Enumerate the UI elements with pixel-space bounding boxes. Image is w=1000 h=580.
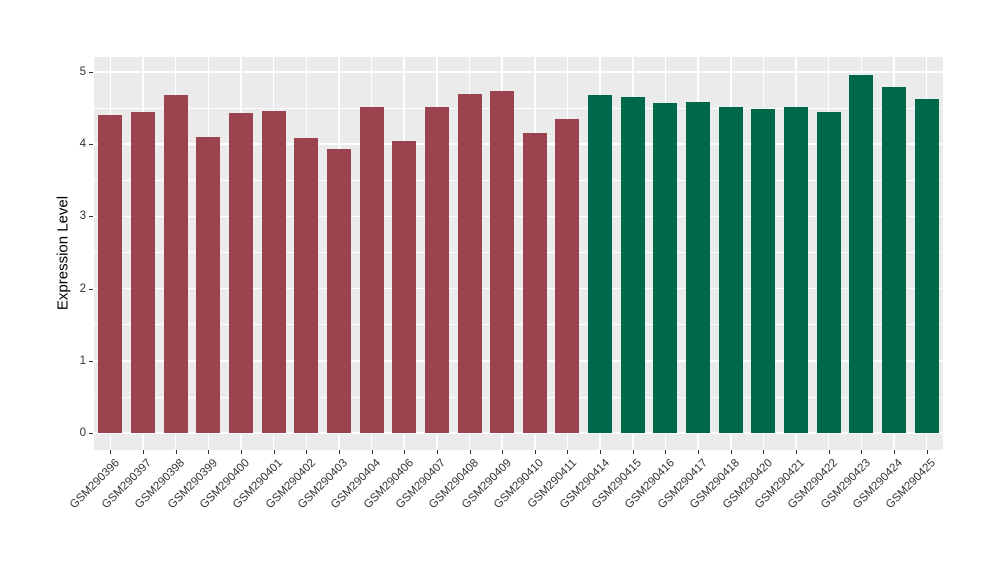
bar-GSM290421	[784, 107, 809, 433]
y-tick-mark	[89, 288, 93, 290]
bar-GSM290398	[163, 95, 188, 433]
bar-GSM290410	[522, 133, 547, 433]
bar-GSM290407	[424, 107, 449, 433]
bar-GSM290406	[392, 141, 417, 433]
y-tick-label: 0	[79, 427, 86, 439]
x-tick-mark	[763, 450, 765, 454]
x-tick-mark	[404, 450, 406, 454]
x-tick-mark	[861, 450, 863, 454]
x-tick-mark	[698, 450, 700, 454]
x-tick-mark	[796, 450, 798, 454]
bar-GSM290416	[653, 103, 678, 433]
bar-GSM290402	[294, 138, 319, 433]
major-gridline	[94, 71, 943, 73]
x-tick-mark	[600, 450, 602, 454]
bar-GSM290425	[914, 99, 939, 433]
bar-GSM290418	[718, 106, 743, 433]
x-tick-mark	[632, 450, 634, 454]
bar-GSM290396	[98, 115, 123, 433]
x-tick-mark	[142, 450, 144, 454]
y-tick-mark	[89, 72, 93, 73]
y-tick-mark	[89, 144, 93, 146]
bar-GSM290403	[326, 149, 351, 433]
x-tick-mark	[894, 450, 896, 454]
x-tick-mark	[926, 450, 928, 454]
y-tick-label: 4	[79, 138, 86, 151]
x-tick-mark	[436, 450, 438, 454]
y-tick-label: 3	[79, 210, 86, 223]
x-tick-mark	[567, 450, 569, 454]
x-tick-mark	[371, 450, 373, 454]
y-tick-mark	[89, 433, 93, 434]
major-gridline	[94, 360, 943, 362]
y-tick-label: 2	[79, 282, 86, 295]
major-gridline	[94, 215, 943, 218]
major-gridline	[94, 432, 943, 434]
bar-GSM290404	[359, 107, 384, 433]
major-gridline	[94, 143, 943, 145]
bar-GSM290408	[457, 93, 482, 433]
bar-GSM290401	[261, 110, 286, 433]
major-gridline	[94, 287, 943, 290]
minor-gridline	[94, 396, 943, 398]
bar-GSM290415	[620, 97, 645, 433]
bar-GSM290420	[751, 108, 776, 433]
y-tick-mark	[89, 360, 93, 362]
bar-GSM290400	[228, 113, 253, 433]
x-tick-mark	[534, 450, 536, 454]
bar-GSM290417	[686, 101, 711, 433]
x-tick-mark	[175, 450, 177, 454]
y-tick-mark	[89, 216, 93, 218]
x-tick-mark	[306, 450, 308, 454]
x-tick-mark	[273, 450, 275, 454]
x-tick-mark	[240, 450, 242, 454]
minor-gridline	[94, 179, 943, 181]
y-tick-label: 1	[79, 354, 86, 367]
bar-GSM290409	[490, 91, 515, 433]
bar-GSM290397	[130, 111, 155, 433]
x-tick-mark	[208, 450, 210, 454]
bar-GSM290414	[588, 95, 613, 433]
x-tick-mark	[665, 450, 667, 454]
plot-panel	[94, 57, 943, 450]
bar-GSM290422	[816, 112, 841, 433]
x-tick-mark	[502, 450, 504, 454]
bar-GSM290411	[555, 118, 580, 433]
minor-gridline	[94, 107, 943, 109]
bar-GSM290399	[196, 136, 221, 433]
bar-GSM290424	[882, 87, 907, 433]
x-tick-mark	[110, 450, 112, 454]
y-tick-label: 5	[79, 66, 86, 78]
x-tick-mark	[828, 450, 830, 454]
x-tick-mark	[469, 450, 471, 454]
x-tick-mark	[338, 450, 340, 454]
bar-GSM290423	[849, 74, 874, 433]
x-tick-mark	[730, 450, 732, 454]
minor-gridline	[94, 324, 943, 326]
minor-gridline	[94, 252, 943, 253]
